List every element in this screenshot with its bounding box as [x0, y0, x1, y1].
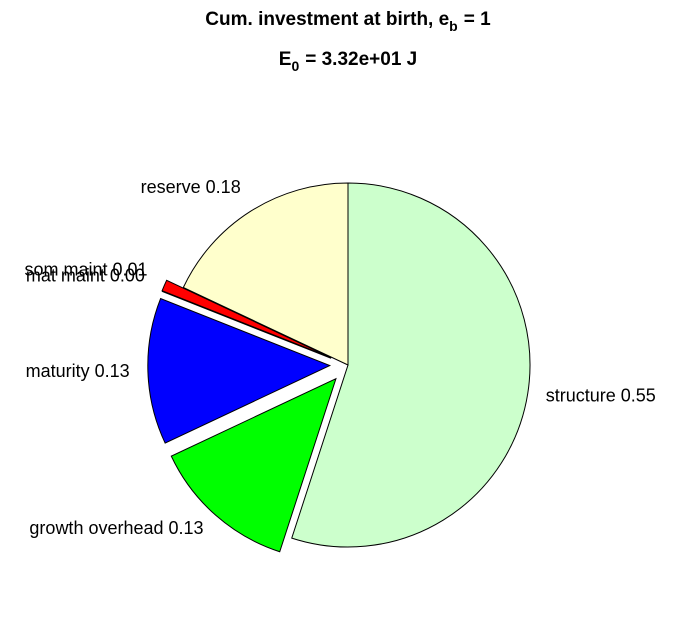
slice-label-name: growth overhead: [29, 518, 163, 538]
slice-label: growth overhead 0.13: [29, 518, 203, 538]
slice-label-value: 0.13: [169, 518, 204, 538]
chart-subtitle: E0 = 3.32e+01 J: [279, 49, 417, 74]
subtitle-text: E: [279, 49, 292, 70]
pie-slice: [291, 182, 531, 548]
slice-label-value: 0.18: [206, 177, 241, 197]
slice-label-value: 0.00: [110, 265, 145, 285]
pie-slice: [161, 279, 332, 359]
title-subscript: b: [449, 18, 458, 34]
slice-label: structure 0.55: [546, 385, 656, 405]
title-text: = 1: [464, 9, 491, 30]
slice-label: som maint 0.01: [24, 259, 147, 279]
pie-slice: [147, 297, 332, 444]
pie-slice: [170, 377, 337, 553]
slice-label-name: maturity: [26, 361, 90, 381]
pie-slice: [182, 182, 349, 366]
slice-label-name: reserve: [141, 177, 201, 197]
slice-label: reserve 0.18: [141, 177, 241, 197]
subtitle-subscript: 0: [291, 58, 299, 74]
subtitle-text: = 3.32e+01 J: [305, 49, 417, 70]
title-text: Cum. investment at birth, e: [205, 9, 449, 30]
slice-label-name: mat maint: [26, 265, 105, 285]
slice-label-name: som maint: [24, 259, 107, 279]
slice-label-name: structure: [546, 385, 616, 405]
pie-slice: [161, 290, 332, 359]
slice-label: mat maint 0.00: [26, 265, 145, 285]
slice-label-value: 0.13: [95, 361, 130, 381]
slice-label-value: 0.01: [113, 259, 148, 279]
slice-label-value: 0.55: [621, 385, 656, 405]
slice-label: maturity 0.13: [26, 361, 130, 381]
chart-title: Cum. investment at birth, eb = 1: [205, 9, 491, 34]
